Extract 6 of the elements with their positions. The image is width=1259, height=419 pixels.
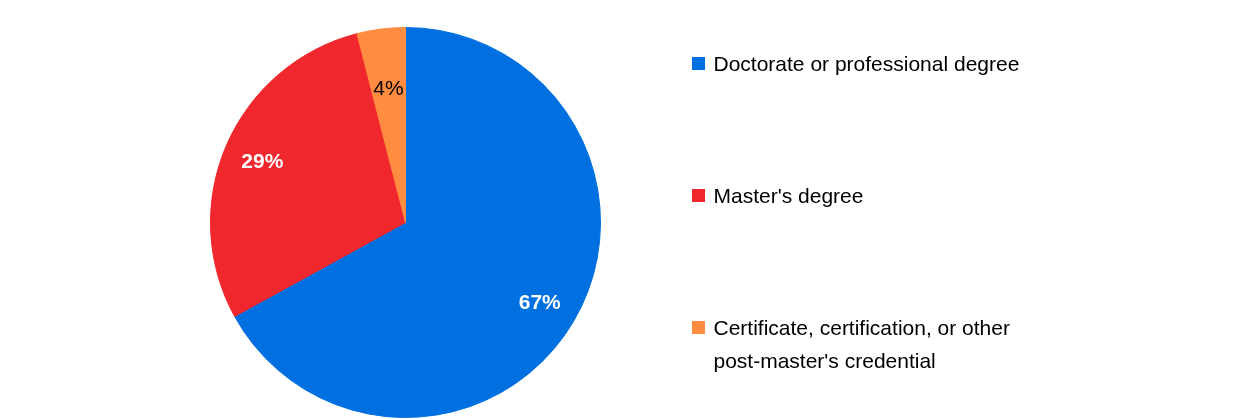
data-label: 29%	[241, 149, 284, 173]
legend-label: Master's degree	[713, 184, 864, 207]
data-label: 67%	[518, 290, 562, 314]
legend-label: Doctorate or professional degree	[713, 52, 1020, 75]
data-label: 4%	[373, 75, 404, 99]
legend-label: Certificate, certification, or other post-master's credential	[713, 316, 1010, 372]
